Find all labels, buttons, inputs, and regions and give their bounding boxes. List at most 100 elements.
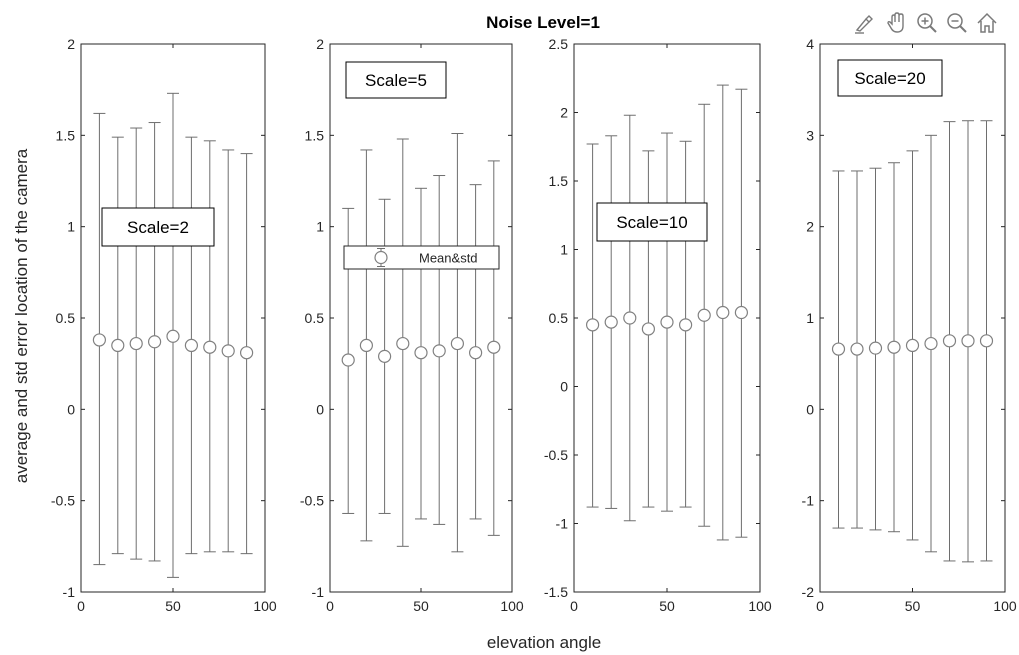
y-tick-label: 0 <box>560 379 568 395</box>
mean-point <box>111 338 125 352</box>
mean-point <box>604 315 618 329</box>
y-tick-label: 2.5 <box>549 36 569 52</box>
y-tick-label: 1.5 <box>56 127 76 143</box>
y-axis-label: average and std error location of the ca… <box>12 148 31 483</box>
y-tick-label: -1 <box>312 584 325 600</box>
brush-icon[interactable] <box>852 10 878 36</box>
mean-point <box>203 340 217 354</box>
x-tick-label: 50 <box>905 598 921 614</box>
x-tick-label: 0 <box>77 598 85 614</box>
panel-1: -1 -0.5 0 0.5 1 1.5 2 0 50 100 Scale=2 <box>51 36 277 614</box>
mean-point <box>487 340 501 354</box>
y-tick-label: 2 <box>316 36 324 52</box>
x-axis-label: elevation angle <box>487 633 601 652</box>
mean-point <box>623 311 637 325</box>
y-tick-label: -1 <box>63 584 76 600</box>
mean-point <box>432 344 446 358</box>
y-tick-label: 1 <box>560 242 568 258</box>
annotation-box <box>345 61 447 99</box>
x-tick-label: 100 <box>748 598 772 614</box>
x-tick-label: 100 <box>500 598 524 614</box>
mean-point <box>359 338 373 352</box>
mean-point <box>961 334 975 348</box>
mean-point <box>585 318 600 332</box>
y-tick-label: -1 <box>802 493 815 509</box>
mean-point <box>148 335 162 349</box>
x-tick-label: 100 <box>993 598 1017 614</box>
x-tick-label: 100 <box>253 598 277 614</box>
annotation-box <box>596 202 708 242</box>
legend-marker <box>374 250 388 265</box>
mean-point <box>378 349 392 363</box>
y-tick-label: 2 <box>560 105 568 121</box>
mean-point <box>396 336 410 351</box>
y-tick-label: 0 <box>316 401 324 417</box>
mean-point <box>716 305 730 320</box>
y-tick-label: 3 <box>806 127 814 143</box>
annotation-label: Scale=2 <box>127 218 189 237</box>
y-tick-label: 4 <box>806 36 814 52</box>
mean-point <box>887 340 901 354</box>
x-tick-label: 0 <box>570 598 578 614</box>
home-icon[interactable] <box>974 10 1000 36</box>
x-tick-label: 50 <box>413 598 429 614</box>
y-tick-label: 0 <box>806 401 814 417</box>
y-tick-label: 0.5 <box>56 310 76 326</box>
y-tick-label: -2 <box>802 584 815 600</box>
y-tick-label: 1 <box>316 219 324 235</box>
mean-point <box>450 336 464 351</box>
mean-point <box>850 342 864 356</box>
y-tick-label: -0.5 <box>300 493 324 509</box>
y-tick-label: 1.5 <box>549 173 569 189</box>
zoom-in-icon[interactable] <box>914 10 940 36</box>
mean-point <box>924 336 938 351</box>
pan-hand-icon[interactable] <box>884 10 910 36</box>
axes-toolbar <box>852 10 1012 36</box>
annotation-label: Scale=5 <box>365 71 427 90</box>
y-tick-label: -1 <box>556 516 569 532</box>
mean-point <box>697 308 711 322</box>
mean-point <box>905 338 920 352</box>
panel-2: -1 -0.5 0 0.5 1 1.5 2 0 50 100 Scale=5 Mean&std <box>300 36 524 614</box>
mean-point <box>979 334 994 348</box>
mean-point <box>221 344 235 358</box>
annotation-box <box>101 207 215 247</box>
y-tick-label: 0.5 <box>305 310 325 326</box>
y-tick-label: -0.5 <box>544 447 568 463</box>
annotation-label: Scale=20 <box>854 69 925 88</box>
mean-point <box>240 346 254 360</box>
y-tick-label: 0.5 <box>549 310 569 326</box>
x-tick-label: 0 <box>326 598 334 614</box>
mean-point <box>641 322 656 336</box>
annotation-label: Scale=10 <box>616 213 687 232</box>
mean-point <box>831 342 846 356</box>
mean-point <box>92 333 107 347</box>
annotation-box <box>837 59 943 97</box>
x-tick-label: 50 <box>165 598 181 614</box>
panel-3: -1.5 -1 -0.5 0 0.5 1 1.5 2 2.5 0 50 100 Scale=10 <box>544 36 772 614</box>
y-tick-label: 0 <box>67 401 75 417</box>
mean-point <box>469 346 483 360</box>
y-tick-label: 1.5 <box>305 127 325 143</box>
y-tick-label: 1 <box>67 219 75 235</box>
mean-point <box>942 334 957 348</box>
x-tick-label: 50 <box>659 598 675 614</box>
mean-point <box>341 353 355 367</box>
panel-4: -2 -1 0 1 2 3 4 0 50 100 Scale=20 <box>802 36 1017 614</box>
y-tick-label: 2 <box>806 219 814 235</box>
y-tick-label: -1.5 <box>544 584 568 600</box>
figure-title: Noise Level=1 <box>486 13 600 32</box>
y-tick-label: -0.5 <box>51 493 75 509</box>
mean-point <box>678 318 693 332</box>
y-tick-label: 1 <box>806 310 814 326</box>
mean-point <box>184 338 198 352</box>
zoom-out-icon[interactable] <box>944 10 970 36</box>
mean-point <box>868 341 883 355</box>
mean-point <box>129 336 143 351</box>
mean-point <box>414 346 428 360</box>
legend-label: Mean&std <box>419 251 478 266</box>
mean-point <box>734 305 749 320</box>
mean-point <box>660 315 674 329</box>
mean-point <box>166 329 180 343</box>
